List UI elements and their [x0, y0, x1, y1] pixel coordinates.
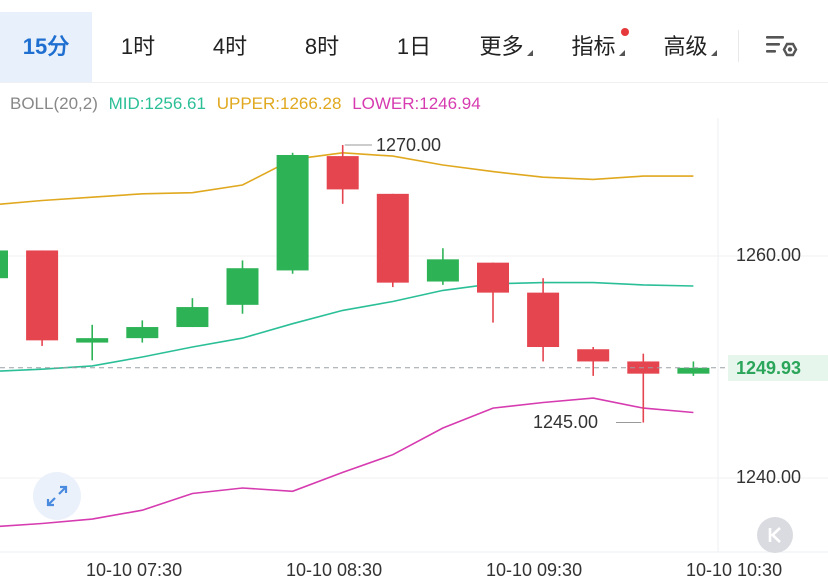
- candle-body: [477, 262, 509, 293]
- current-price-tag: 1249.93: [728, 355, 828, 381]
- tab-label: 1日: [396, 34, 432, 59]
- candle: [126, 320, 159, 343]
- collapse-k-button[interactable]: [757, 517, 793, 553]
- caret-icon: [618, 50, 625, 56]
- candle-body: [426, 259, 459, 282]
- price-lines: [0, 144, 728, 423]
- candle: [627, 353, 660, 423]
- tab-label: 15分: [22, 34, 70, 59]
- candles: [0, 145, 710, 423]
- tab-label: 8时: [304, 34, 340, 59]
- time-axis-label: 10-10 09:30: [486, 560, 583, 580]
- tab-label: 更多: [479, 34, 524, 59]
- time-axis-label: 10-10 08:30: [286, 560, 383, 580]
- low-price-annotation: 1245.00: [533, 412, 599, 432]
- timeframe-tabbar: 15分 1时 4时 8时 1日 更多 指标 高级: [0, 0, 828, 83]
- candle: [76, 324, 109, 361]
- boll-lower-line: [0, 397, 694, 528]
- high-price-annotation: 1270.00: [376, 135, 442, 155]
- expand-button[interactable]: [33, 472, 81, 520]
- candle-body: [26, 250, 59, 341]
- tab-label: 4时: [212, 34, 248, 59]
- tab-4h[interactable]: 4时: [184, 12, 276, 82]
- tab-more[interactable]: 更多: [460, 12, 552, 82]
- candle: [477, 262, 509, 323]
- notification-dot: [621, 28, 629, 36]
- candle-body: [376, 193, 409, 283]
- tab-label: 高级: [663, 34, 708, 59]
- time-axis-label: 10-10 10:30: [686, 560, 783, 580]
- price-axis-label: 1240.00: [736, 467, 802, 487]
- chart-settings-button[interactable]: [760, 30, 800, 66]
- tab-label: 1时: [120, 34, 156, 59]
- tab-indicators[interactable]: 指标: [552, 12, 644, 82]
- candle-body: [0, 250, 8, 279]
- candle-body: [176, 307, 209, 328]
- candle: [176, 298, 209, 328]
- boll-mid-line: [0, 281, 694, 372]
- candle: [527, 278, 560, 362]
- candle: [226, 260, 259, 314]
- candle: [26, 250, 59, 346]
- candle-body: [226, 268, 259, 305]
- candle-body: [76, 338, 109, 343]
- candle-body: [677, 367, 710, 374]
- candle-body: [577, 349, 610, 362]
- time-axis-label: 10-10 07:30: [86, 560, 183, 580]
- expand-icon: [46, 485, 68, 507]
- tab-1d[interactable]: 1日: [368, 12, 460, 82]
- candle: [326, 145, 359, 204]
- boll-name: BOLL(20,2): [10, 94, 98, 113]
- boll-lower: LOWER:1246.94: [352, 94, 481, 113]
- candle-body: [326, 156, 359, 190]
- candle: [276, 152, 309, 274]
- divider: [738, 30, 739, 62]
- candle: [0, 250, 8, 279]
- candle: [426, 248, 459, 285]
- candle-body: [276, 154, 309, 271]
- tab-1h[interactable]: 1时: [92, 12, 184, 82]
- tab-advanced[interactable]: 高级: [644, 12, 736, 82]
- collapse-k-icon: [768, 527, 781, 543]
- candle: [677, 361, 710, 376]
- caret-icon: [710, 50, 717, 56]
- tab-15min[interactable]: 15分: [0, 12, 92, 82]
- candle-body: [527, 292, 560, 348]
- candle: [577, 347, 610, 376]
- tab-8h[interactable]: 8时: [276, 12, 368, 82]
- boll-indicator-legend: BOLL(20,2) MID:1256.61 UPPER:1266.28 LOW…: [10, 92, 487, 116]
- boll-upper: UPPER:1266.28: [216, 94, 342, 113]
- boll-mid: MID:1256.61: [108, 94, 206, 113]
- candle: [376, 193, 409, 288]
- candle-body: [126, 327, 159, 339]
- tab-label: 指标: [571, 34, 616, 59]
- caret-icon: [526, 50, 533, 56]
- chart-settings-icon: [766, 36, 798, 57]
- chart-grid: [0, 118, 828, 553]
- price-axis-label: 1260.00: [736, 245, 802, 265]
